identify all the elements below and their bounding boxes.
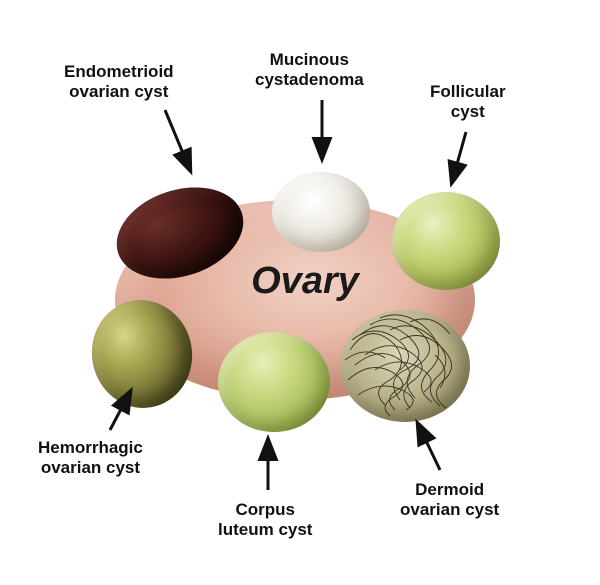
cyst-corpus (218, 332, 330, 432)
cyst-mucinous (272, 172, 370, 252)
cyst-dermoid (340, 310, 470, 422)
diagram-canvas: Ovary Endometrioid ovarian cyst Mucinous… (0, 0, 600, 585)
cyst-follicular (392, 192, 500, 290)
label-endometrioid: Endometrioid ovarian cyst (64, 62, 174, 101)
label-follicular: Follicular cyst (430, 82, 506, 121)
label-corpus: Corpus luteum cyst (218, 500, 312, 539)
label-hemorrhagic: Hemorrhagic ovarian cyst (38, 438, 143, 477)
arrow-dermoid (418, 424, 440, 470)
dermoid-hair-icon (340, 310, 470, 422)
arrow-endometrioid (165, 110, 190, 170)
arrow-follicular (452, 132, 466, 182)
label-mucinous: Mucinous cystadenoma (255, 50, 364, 89)
label-dermoid: Dermoid ovarian cyst (400, 480, 499, 519)
